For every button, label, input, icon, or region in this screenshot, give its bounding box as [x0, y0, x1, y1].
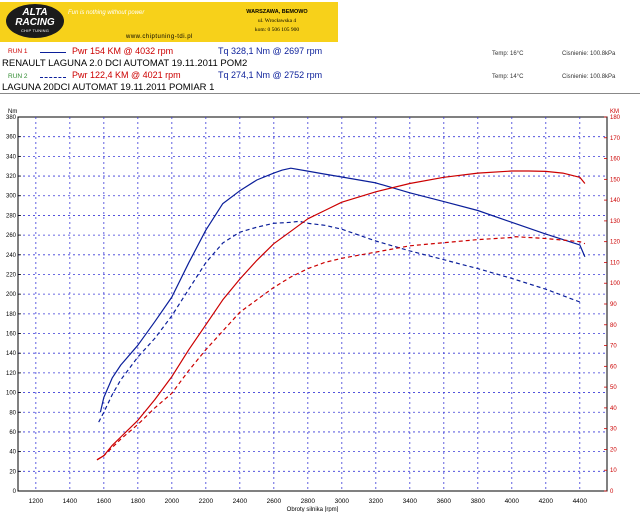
y-right-tick-0: 0 — [610, 489, 614, 495]
y-right-tick-160: 160 — [610, 157, 621, 163]
y-right-tick-60: 60 — [610, 364, 617, 370]
address-block: WARSZAWA, BEMOWO ul. Wrocławska 4 kom: 0… — [222, 8, 332, 35]
y-right-label: KM — [610, 109, 619, 115]
y-left-tick-340: 340 — [6, 154, 17, 160]
run2-torque: Tq 274,1 Nm @ 2752 rpm — [218, 70, 323, 80]
y-left-tick-380: 380 — [6, 115, 17, 121]
run1-power: Pwr 154 KM @ 4032 rpm — [72, 46, 174, 56]
y-right-tick-10: 10 — [610, 468, 617, 474]
website-link[interactable]: www.chiptuning-tdi.pl — [126, 34, 193, 40]
x-tick-3800: 3800 — [471, 498, 486, 505]
y-left-tick-300: 300 — [6, 194, 17, 200]
x-tick-2000: 2000 — [165, 498, 180, 505]
series-line-0 — [99, 167, 586, 413]
y-left-tick-80: 80 — [9, 410, 16, 416]
y-left-tick-100: 100 — [6, 391, 17, 397]
logo-line2: RACING — [15, 17, 55, 28]
run1-description: RENAULT LAGUNA 2.0 DCI AUTOMAT 19.11.201… — [2, 58, 248, 69]
y-left-tick-220: 220 — [6, 272, 17, 278]
y-right-tick-120: 120 — [610, 240, 621, 246]
x-tick-3200: 3200 — [369, 498, 384, 505]
x-axis-label: Obroty silnika [rpm] — [287, 507, 339, 512]
y-left-tick-360: 360 — [6, 135, 17, 141]
slogan: Fun is nothing without power — [68, 10, 145, 16]
y-left-tick-320: 320 — [6, 174, 17, 180]
x-tick-2600: 2600 — [267, 498, 282, 505]
x-tick-4400: 4400 — [573, 498, 588, 505]
y-left-tick-180: 180 — [6, 312, 17, 318]
address-line-1: WARSZAWA, BEMOWO — [246, 9, 308, 15]
y-left-tick-140: 140 — [6, 351, 17, 357]
y-left-tick-20: 20 — [9, 469, 16, 475]
y-left-tick-280: 280 — [6, 213, 17, 219]
run1-line-swatch — [40, 52, 66, 53]
x-tick-3600: 3600 — [437, 498, 452, 505]
x-tick-4000: 4000 — [505, 498, 520, 505]
y-right-tick-90: 90 — [610, 302, 617, 308]
logo-line3: CHIP TUNING — [20, 28, 50, 33]
y-left-tick-40: 40 — [9, 450, 16, 456]
y-right-tick-30: 30 — [610, 427, 617, 433]
run2-line-swatch — [40, 77, 66, 78]
run2-power: Pwr 122,4 KM @ 4021 rpm — [72, 70, 181, 80]
header-divider — [0, 93, 640, 94]
y-left-tick-0: 0 — [13, 489, 17, 495]
y-right-tick-140: 140 — [610, 198, 621, 204]
y-right-tick-150: 150 — [610, 177, 621, 183]
series-line-3 — [96, 236, 586, 461]
y-left-tick-200: 200 — [6, 292, 17, 298]
x-tick-1600: 1600 — [97, 498, 112, 505]
series-line-2 — [96, 170, 586, 461]
y-right-tick-40: 40 — [610, 406, 617, 412]
y-left-label: Nm — [8, 109, 17, 115]
x-tick-1400: 1400 — [63, 498, 78, 505]
logo-line1: ALTA — [22, 7, 48, 18]
y-left-tick-120: 120 — [6, 371, 17, 377]
y-right-tick-70: 70 — [610, 344, 617, 350]
y-right-tick-170: 170 — [610, 136, 621, 142]
y-right-tick-130: 130 — [610, 219, 621, 225]
y-left-tick-60: 60 — [9, 430, 16, 436]
y-right-tick-80: 80 — [610, 323, 617, 329]
x-tick-2400: 2400 — [233, 498, 248, 505]
y-right-tick-110: 110 — [610, 260, 620, 266]
run2-description: LAGUNA 20DCI AUTOMAT 19.11.2011 POMIAR 1 — [2, 82, 215, 93]
header-banner: ALTA RACING CHIP TUNING Fun is nothing w… — [0, 0, 640, 46]
y-left-tick-260: 260 — [6, 233, 17, 239]
series-line-1 — [98, 220, 581, 423]
x-tick-1200: 1200 — [29, 498, 44, 505]
run1-tag: RUN 1 — [8, 48, 28, 55]
x-tick-3000: 3000 — [335, 498, 350, 505]
run1-pressure: Cisnienie: 100.8kPa — [562, 51, 616, 57]
plot-frame — [17, 116, 608, 492]
run2-tag: RUN 2 — [8, 73, 28, 80]
address-line-3: kom: 0 506 105 900 — [254, 27, 300, 33]
run1-torque: Tq 328,1 Nm @ 2697 rpm — [218, 46, 323, 56]
address-line-2: ul. Wrocławska 4 — [257, 18, 297, 24]
run1-temp: Temp: 16°C — [492, 51, 524, 57]
y-left-tick-240: 240 — [6, 253, 17, 259]
run2-pressure: Cisnienie: 100.8kPa — [562, 74, 616, 80]
x-tick-4200: 4200 — [539, 498, 554, 505]
run2-temp: Temp: 14°C — [492, 74, 524, 80]
x-tick-2800: 2800 — [301, 498, 316, 505]
x-tick-1800: 1800 — [131, 498, 146, 505]
x-tick-3400: 3400 — [403, 498, 418, 505]
y-right-tick-50: 50 — [610, 385, 617, 391]
y-left-tick-160: 160 — [6, 332, 17, 338]
y-right-tick-100: 100 — [610, 281, 621, 287]
alta-racing-logo: ALTA RACING CHIP TUNING — [6, 4, 64, 38]
x-tick-2200: 2200 — [199, 498, 214, 505]
y-right-tick-180: 180 — [610, 115, 621, 121]
y-right-tick-20: 20 — [610, 447, 617, 453]
